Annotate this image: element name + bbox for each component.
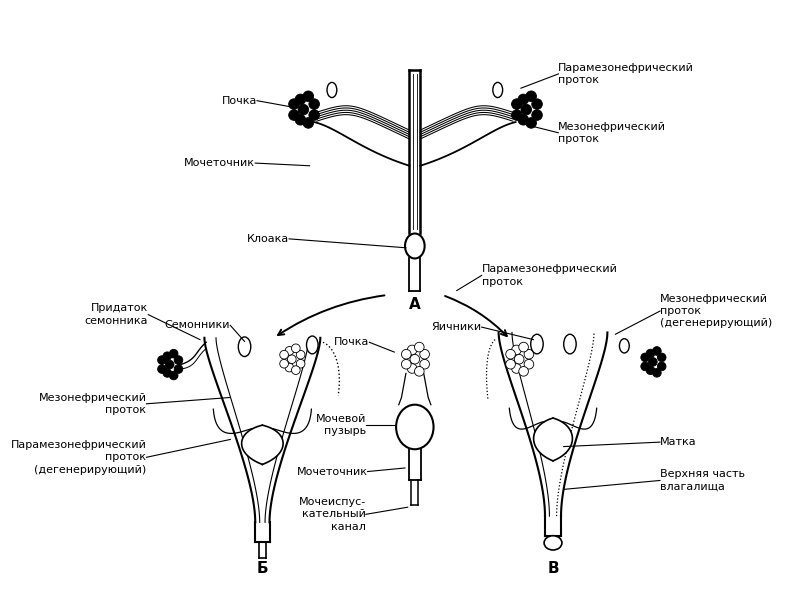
Circle shape [519, 367, 528, 376]
Circle shape [519, 342, 528, 352]
Text: Б: Б [256, 561, 268, 576]
Circle shape [646, 366, 655, 374]
Ellipse shape [619, 339, 630, 353]
Circle shape [309, 99, 319, 109]
Text: Мочеиспус-
кательный
канал: Мочеиспус- кательный канал [299, 497, 365, 532]
Circle shape [505, 359, 516, 369]
Circle shape [165, 360, 174, 369]
Circle shape [169, 371, 178, 380]
Text: А: А [409, 297, 421, 312]
Circle shape [292, 366, 300, 374]
Circle shape [174, 365, 183, 373]
Circle shape [407, 364, 417, 373]
Text: Верхняя часть
влагалища: Верхняя часть влагалища [660, 469, 745, 492]
Text: Мезонефрический
проток: Мезонефрический проток [39, 393, 146, 415]
Circle shape [288, 110, 299, 120]
Circle shape [524, 349, 534, 359]
Circle shape [309, 110, 319, 120]
Text: Мочевой
пузырь: Мочевой пузырь [315, 414, 365, 436]
Text: Матка: Матка [660, 437, 696, 447]
Circle shape [169, 349, 178, 358]
Circle shape [285, 347, 294, 355]
Circle shape [158, 356, 167, 364]
Circle shape [526, 118, 537, 128]
Text: Клоака: Клоака [247, 234, 289, 244]
Ellipse shape [405, 234, 424, 259]
Circle shape [402, 359, 411, 369]
Circle shape [410, 355, 420, 364]
Text: Яичники: Яичники [432, 322, 482, 332]
Circle shape [641, 353, 649, 362]
Ellipse shape [564, 334, 576, 354]
Circle shape [420, 349, 429, 359]
Circle shape [303, 91, 314, 101]
Circle shape [296, 94, 306, 104]
Circle shape [514, 355, 524, 364]
Circle shape [524, 359, 534, 369]
Circle shape [296, 350, 305, 359]
Circle shape [512, 99, 522, 109]
Circle shape [512, 110, 522, 120]
Circle shape [288, 355, 296, 364]
Circle shape [652, 347, 661, 355]
Circle shape [280, 359, 288, 368]
Ellipse shape [493, 82, 502, 98]
Text: Мезонефрический
проток: Мезонефрический проток [558, 121, 667, 144]
Text: Парамезонефрический
проток
(дегенерирующий): Парамезонефрический проток (дегенерирующ… [10, 440, 146, 475]
Ellipse shape [396, 405, 434, 449]
Text: Почка: Почка [222, 95, 257, 106]
Ellipse shape [531, 334, 543, 354]
Circle shape [657, 362, 666, 371]
Text: Почка: Почка [334, 337, 369, 347]
Circle shape [646, 349, 655, 358]
Circle shape [512, 345, 521, 355]
Circle shape [163, 368, 171, 378]
Circle shape [518, 115, 529, 125]
Circle shape [521, 104, 531, 115]
PathPatch shape [241, 425, 283, 464]
Circle shape [414, 367, 424, 376]
Text: Парамезонефрический
проток: Парамезонефрический проток [558, 63, 694, 85]
Circle shape [414, 342, 424, 352]
Circle shape [296, 115, 306, 125]
Circle shape [526, 91, 537, 101]
Circle shape [285, 363, 294, 372]
Circle shape [657, 353, 666, 362]
Circle shape [532, 110, 542, 120]
Circle shape [652, 368, 661, 377]
Circle shape [518, 94, 529, 104]
Circle shape [648, 358, 657, 366]
Circle shape [280, 350, 288, 359]
Circle shape [174, 356, 183, 364]
Circle shape [420, 359, 429, 369]
Circle shape [505, 349, 516, 359]
PathPatch shape [534, 418, 572, 461]
Text: Парамезонефрический
проток: Парамезонефрический проток [482, 264, 618, 287]
Circle shape [163, 352, 171, 361]
Circle shape [296, 359, 305, 368]
Ellipse shape [238, 337, 251, 356]
Text: Придаток
семонника: Придаток семонника [85, 303, 149, 326]
Text: Мезонефрический
проток
(дегенерирующий): Мезонефрический проток (дегенерирующий) [660, 294, 772, 329]
Text: Мочеточник: Мочеточник [296, 466, 368, 477]
Ellipse shape [327, 82, 337, 98]
Text: Мочеточник: Мочеточник [184, 158, 255, 168]
Circle shape [407, 345, 417, 355]
Circle shape [298, 104, 309, 115]
Circle shape [402, 349, 411, 359]
Circle shape [303, 118, 314, 128]
Circle shape [641, 362, 649, 371]
Circle shape [532, 99, 542, 109]
Circle shape [288, 99, 299, 109]
Circle shape [292, 344, 300, 353]
Ellipse shape [307, 336, 318, 354]
Text: В: В [547, 561, 559, 576]
Circle shape [512, 364, 521, 373]
Circle shape [158, 365, 167, 373]
Ellipse shape [544, 536, 562, 550]
Text: Семонники: Семонники [165, 320, 230, 330]
